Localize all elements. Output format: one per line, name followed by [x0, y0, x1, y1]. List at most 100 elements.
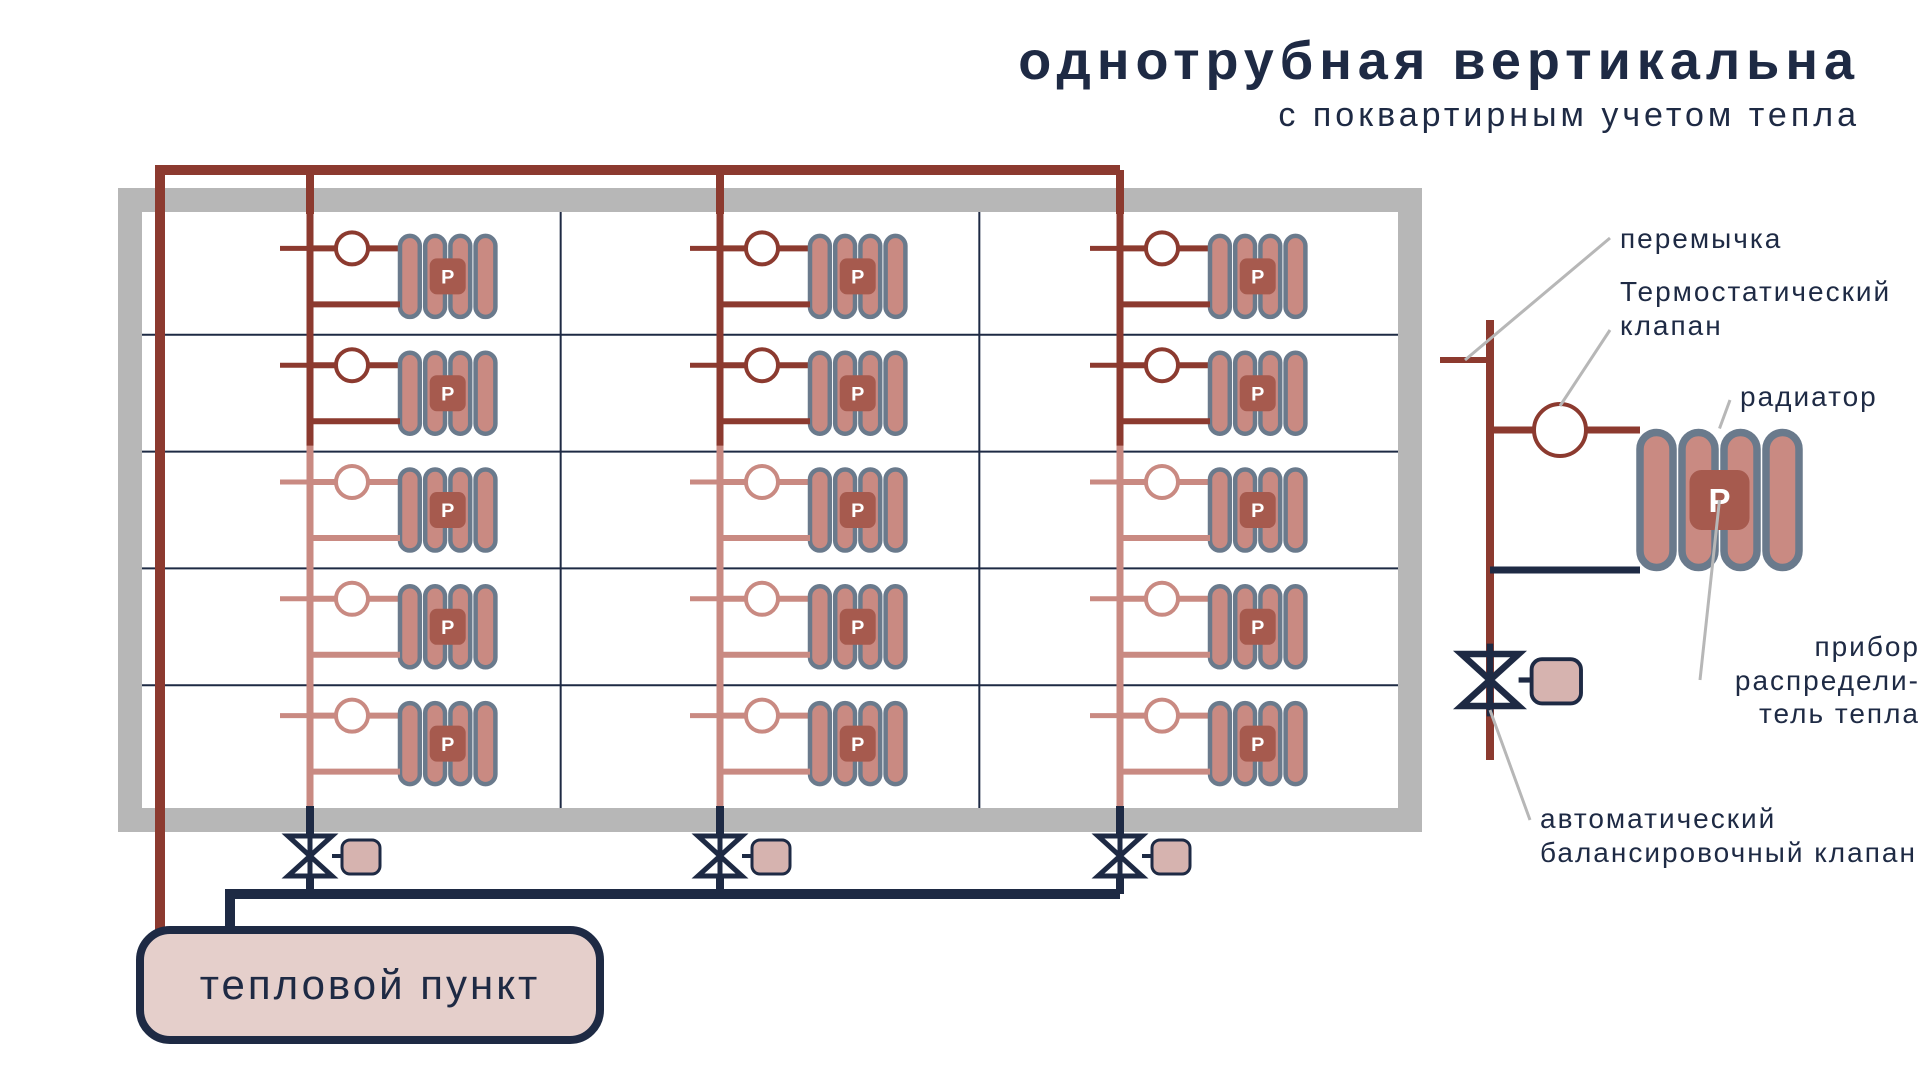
- radiator-tube: [476, 470, 496, 551]
- thermostatic-valve: [1146, 700, 1178, 732]
- thermostatic-valve: [1146, 466, 1178, 498]
- legend-bypass: перемычка: [1620, 222, 1782, 256]
- radiator-tube: [1286, 353, 1306, 434]
- radiator-tube: [1210, 236, 1230, 317]
- allocator-badge-text: Р: [851, 383, 864, 405]
- radiator-tube: [400, 353, 420, 434]
- thermostatic-valve: [336, 349, 368, 381]
- diagram-title: однотрубная вертикальна с поквартирным у…: [1018, 30, 1860, 135]
- legend-leader: [1720, 400, 1731, 429]
- allocator-badge-text: Р: [1251, 734, 1264, 756]
- radiator: Р: [400, 586, 495, 667]
- allocator-badge-text: Р: [851, 734, 864, 756]
- thermostatic-valve: [1534, 404, 1586, 456]
- balancing-valve: [1098, 828, 1190, 884]
- balancing-valve: [698, 828, 790, 884]
- radiator-tube: [886, 236, 906, 317]
- radiator: Р: [810, 703, 905, 784]
- radiator-tube: [476, 353, 496, 434]
- valve-meter: [752, 840, 790, 874]
- allocator-badge-text: Р: [441, 383, 454, 405]
- radiator-tube: [810, 703, 830, 784]
- radiator-tube: [886, 353, 906, 434]
- legend-leader: [1490, 710, 1530, 820]
- thermostatic-valve: [746, 349, 778, 381]
- radiator-tube: [476, 236, 496, 317]
- thermostatic-valve: [746, 232, 778, 264]
- allocator-badge-text: Р: [851, 500, 864, 522]
- radiator-tube: [1286, 586, 1306, 667]
- thermostatic-valve: [746, 466, 778, 498]
- allocator-badge-text: Р: [851, 267, 864, 289]
- radiator: Р: [1210, 353, 1305, 434]
- thermostatic-valve: [1146, 583, 1178, 615]
- radiator-tube: [1640, 433, 1673, 568]
- radiator-tube: [810, 236, 830, 317]
- radiator: Р: [1210, 236, 1305, 317]
- legend-balancing-valve: автоматический балансировочный клапан: [1540, 802, 1920, 869]
- radiator-tube: [1210, 470, 1230, 551]
- radiator: Р: [810, 586, 905, 667]
- thermostatic-valve: [1146, 349, 1178, 381]
- allocator-badge-text: Р: [441, 500, 454, 522]
- thermostatic-valve: [746, 583, 778, 615]
- valve-meter: [342, 840, 380, 874]
- radiator: Р: [400, 236, 495, 317]
- radiator-tube: [1766, 433, 1799, 568]
- allocator-badge-text: Р: [441, 267, 454, 289]
- allocator-badge-text: Р: [1251, 383, 1264, 405]
- radiator-tube: [476, 703, 496, 784]
- legend-leader: [1465, 238, 1610, 360]
- thermostatic-valve: [336, 700, 368, 732]
- thermostatic-valve: [336, 583, 368, 615]
- return-header: [230, 894, 1120, 930]
- legend-radiator: радиатор: [1740, 380, 1878, 414]
- legend-leader: [1560, 330, 1610, 406]
- radiator: Р: [810, 236, 905, 317]
- radiator-tube: [1210, 703, 1230, 784]
- radiator-tube: [400, 586, 420, 667]
- legend-allocator: прибор распредели-тель тепла: [1710, 630, 1920, 731]
- radiator: Р: [810, 353, 905, 434]
- allocator-badge-text: Р: [851, 617, 864, 639]
- radiator-tube: [476, 586, 496, 667]
- allocator-badge-text: Р: [1251, 500, 1264, 522]
- heating-diagram: РРРРРРРРРРРРРРРтепловой пунктР: [0, 0, 1920, 1080]
- radiator: Р: [400, 703, 495, 784]
- radiator-tube: [886, 586, 906, 667]
- radiator-tube: [1286, 703, 1306, 784]
- radiator-tube: [810, 353, 830, 434]
- allocator-badge-text: Р: [441, 734, 454, 756]
- radiator-tube: [1210, 353, 1230, 434]
- thermostatic-valve: [336, 232, 368, 264]
- title-line-2: с поквартирным учетом тепла: [1018, 96, 1860, 135]
- radiator: Р: [1210, 470, 1305, 551]
- allocator-badge-text: Р: [1251, 267, 1264, 289]
- radiator-tube: [886, 703, 906, 784]
- heat-point-label: тепловой пункт: [200, 961, 541, 1008]
- radiator-tube: [1286, 470, 1306, 551]
- radiator-tube: [810, 586, 830, 667]
- allocator-badge-text: Р: [441, 617, 454, 639]
- balancing-valve: [288, 828, 380, 884]
- radiator-tube: [400, 470, 420, 551]
- radiator-tube: [810, 470, 830, 551]
- allocator-badge-text: Р: [1251, 617, 1264, 639]
- radiator-tube: [400, 703, 420, 784]
- thermostatic-valve: [746, 700, 778, 732]
- radiator: Р: [400, 470, 495, 551]
- valve-meter: [1532, 659, 1581, 703]
- radiator-tube: [1286, 236, 1306, 317]
- radiator-tube: [886, 470, 906, 551]
- radiator-tube: [1210, 586, 1230, 667]
- radiator: Р: [1210, 586, 1305, 667]
- legend-thermo-valve: Термостатический клапан: [1620, 275, 1910, 342]
- thermostatic-valve: [1146, 232, 1178, 264]
- radiator: Р: [1210, 703, 1305, 784]
- radiator: Р: [810, 470, 905, 551]
- thermostatic-valve: [336, 466, 368, 498]
- radiator: Р: [400, 353, 495, 434]
- valve-meter: [1152, 840, 1190, 874]
- balancing-valve: [1461, 644, 1581, 717]
- title-line-1: однотрубная вертикальна: [1018, 30, 1860, 92]
